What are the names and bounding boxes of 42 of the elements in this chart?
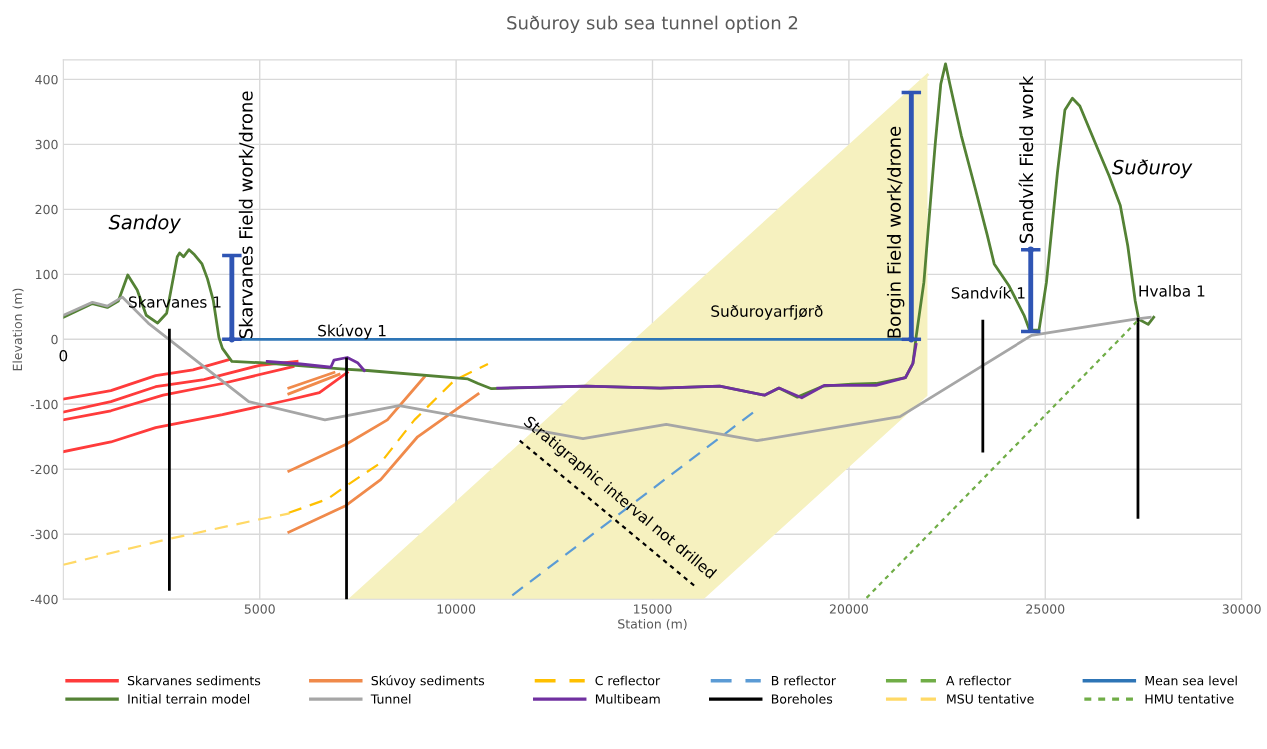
line-series [287,362,490,514]
chart-title: Suðuroy sub sea tunnel option 2 [507,15,798,34]
y-tick-label: -200 [30,464,58,475]
legend-label: Mean sea level [1145,675,1237,686]
y-tick-label: 0 [51,334,58,345]
x-tick-label: 25000 [1026,604,1065,614]
x-tick-label: 15000 [634,604,672,614]
annotation: Sandoy [108,214,182,234]
legend-label: HMU tentative [1145,694,1234,704]
legend-label: Tunnel [370,694,411,704]
text: Sandvík Field work [1018,75,1034,243]
annotation: Suðuroyarfjørð [711,305,823,320]
x-axis-title: Station (m) [618,618,687,631]
annotation: Sandvík 1 [951,286,1025,299]
x-tick-label: 10000 [437,604,476,614]
legend-label: Initial terrain model [128,694,250,704]
y-axis-title: Elevation (m) [12,288,24,371]
y-tick-label: -300 [30,529,58,540]
y-tick-label: 100 [36,269,58,280]
legend-label: A reflector [946,675,1012,686]
y-tick-label: 400 [35,74,58,85]
line-series [63,512,291,566]
text: Skarvanes Field work/drone [238,91,255,339]
x-tick-label: 30000 [1222,604,1261,614]
annotation: 0 [59,349,68,362]
annotation: Hvalba 1 [1139,284,1205,297]
legend-label: Multibeam [595,694,660,704]
legend-label: Skarvanes sediments [127,675,261,686]
y-tick-label: 200 [35,204,58,215]
legend-label: MSU tentative [947,694,1034,704]
annotation: Skúvoy 1 [318,323,386,340]
x-tick-label: 20000 [829,604,868,614]
annotation: Suðuroy [1112,159,1193,179]
legend-label: Skúvoy sediments [371,675,485,688]
legend-label: Boreholes [771,694,833,704]
y-tick-label: -100 [30,399,58,410]
y-tick-label: 300 [35,139,58,150]
legend-label: C reflector [595,675,661,686]
x-tick-label: 5000 [244,604,275,614]
y-tick-label: -400 [30,594,58,605]
text: Borgin Field work/drone [886,126,905,338]
legend-label: B reflector [771,675,836,686]
